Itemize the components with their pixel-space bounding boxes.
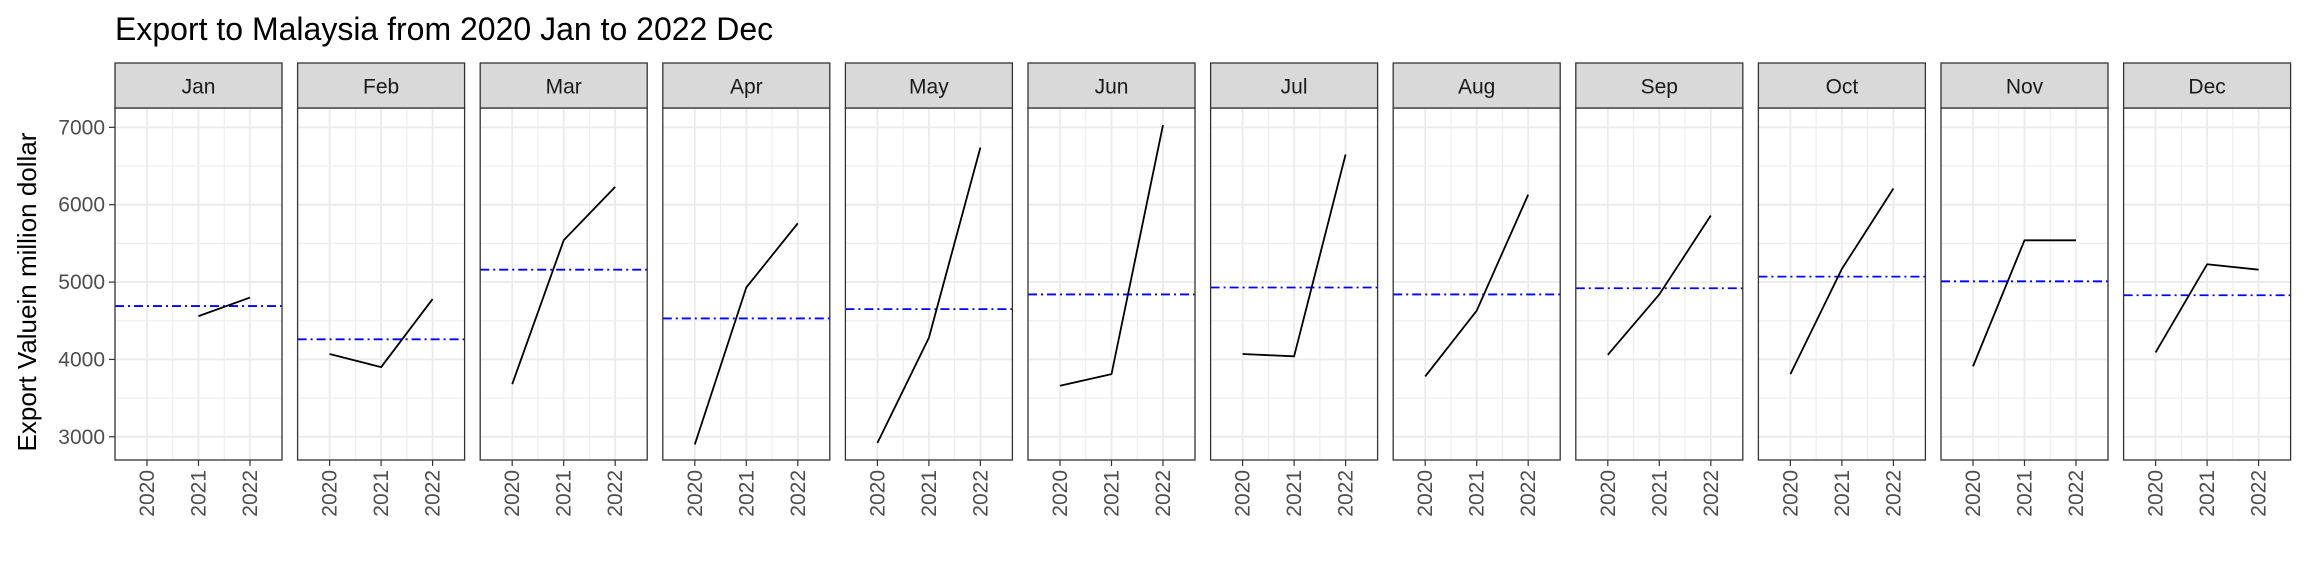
x-tick-label: 2020 <box>1962 470 1985 517</box>
x-tick-label: 2022 <box>969 470 992 517</box>
x-tick-label: 2022 <box>239 470 262 517</box>
x-tick-label: 2021 <box>1101 470 1124 517</box>
facet-panel-feb: Feb 2020 2021 2022 <box>296 62 466 517</box>
facet-panel-jun: Jun 2020 2021 2022 <box>1027 62 1196 517</box>
facet-strip-label: Jan <box>182 76 216 99</box>
facet-strip <box>1027 62 1196 109</box>
x-tick-label: 2022 <box>787 470 810 517</box>
chart-title: Export to Malaysia from 2020 Jan to 2022… <box>115 11 773 47</box>
series-line <box>1789 187 1895 375</box>
x-tick-label: 2021 <box>188 470 211 517</box>
x-tick-label: 2020 <box>501 470 524 517</box>
x-tick-label: 2021 <box>735 470 758 517</box>
x-tick-label: 2022 <box>1335 470 1358 517</box>
x-tick-label: 2022 <box>1517 470 1540 517</box>
facet-strip <box>1575 62 1744 109</box>
y-axis-title: Export Valuein million dollar <box>12 132 42 451</box>
series-line <box>198 296 251 317</box>
x-tick-label: 2022 <box>604 470 627 517</box>
facet-strip <box>662 62 831 109</box>
facet-strip <box>296 62 466 109</box>
facet-strip <box>844 62 1014 109</box>
x-tick-label: 2021 <box>1831 470 1854 517</box>
y-tick-label: 3000 <box>58 426 105 449</box>
facet-strip-label: Nov <box>2006 76 2044 99</box>
y-tick-label: 7000 <box>58 116 105 139</box>
series-line <box>1059 124 1164 387</box>
facet-panel-may: May 2020 2021 2022 <box>844 62 1014 517</box>
facet-strip <box>1209 62 1379 109</box>
facet-strip <box>1940 62 2109 109</box>
y-tick-label: 4000 <box>58 348 105 371</box>
x-tick-label: 2022 <box>422 470 445 517</box>
y-tick-label: 5000 <box>58 271 105 294</box>
facet-panel-aug: Aug 2020 2021 2022 <box>1392 62 1561 517</box>
facet-panel-mar: Mar 2020 2021 2022 <box>479 62 648 517</box>
facet-strip <box>114 62 283 109</box>
series-line <box>876 147 982 444</box>
x-tick-label: 2020 <box>319 470 342 517</box>
x-tick-label: 2020 <box>866 470 889 517</box>
facet-panel-apr: Apr 2020 2021 2022 <box>662 62 831 517</box>
x-tick-label: 2022 <box>1700 470 1723 517</box>
series-line <box>2154 263 2259 353</box>
x-tick-label: 2022 <box>2065 470 2088 517</box>
facet-strip-label: Jun <box>1095 76 1129 99</box>
x-tick-label: 2020 <box>1779 470 1802 517</box>
y-tick-label: 6000 <box>58 194 105 217</box>
facet-panel-sep: Sep 2020 2021 2022 <box>1575 62 1744 517</box>
x-tick-label: 2021 <box>370 470 393 517</box>
facet-panel-nov: Nov 2020 2021 2022 <box>1940 62 2109 517</box>
x-tick-label: 2022 <box>1882 470 1905 517</box>
series-line <box>511 186 616 385</box>
x-tick-label: 2021 <box>2014 470 2037 517</box>
x-tick-label: 2021 <box>1648 470 1671 517</box>
y-axis-ticks: 3000 4000 5000 6000 7000 <box>58 116 115 449</box>
facet-panel-jul: Jul 2020 2021 2022 <box>1209 62 1379 517</box>
x-tick-label: 2020 <box>1232 470 1255 517</box>
series-line <box>1972 239 2076 367</box>
facet-strip-label: Sep <box>1641 76 1678 99</box>
facet-strip-label: Mar <box>546 76 582 99</box>
x-tick-label: 2020 <box>136 470 159 517</box>
facet-strip <box>479 62 648 109</box>
x-tick-label: 2022 <box>2248 470 2271 517</box>
facet-strip <box>1757 62 1927 109</box>
facet-panel-dec: Dec 2020 2021 2022 <box>2122 62 2292 517</box>
facet-panel-oct: Oct 2020 2021 2022 <box>1757 62 1927 517</box>
x-tick-label: 2020 <box>684 470 707 517</box>
facet-panels: Jan 2020 2021 2022 Feb 2020 2021 2022 Mar 2020 202… <box>114 62 2292 517</box>
series-line <box>1607 215 1712 356</box>
facet-strip-label: Dec <box>2188 76 2225 99</box>
x-tick-label: 2022 <box>1152 470 1175 517</box>
facet-strip <box>2122 62 2292 109</box>
series-line <box>1424 194 1530 378</box>
series-line <box>329 298 434 369</box>
x-tick-label: 2021 <box>553 470 576 517</box>
facet-strip-label: Oct <box>1826 76 1859 99</box>
facet-strip-label: Feb <box>363 76 399 99</box>
x-tick-label: 2020 <box>1597 470 1620 517</box>
series-line <box>693 222 799 445</box>
facet-strip-label: May <box>909 76 949 99</box>
facet-strip-label: Aug <box>1458 76 1495 99</box>
x-tick-label: 2021 <box>2196 470 2219 517</box>
x-tick-label: 2021 <box>918 470 941 517</box>
facet-panel-jan: Jan 2020 2021 2022 <box>114 62 283 517</box>
x-tick-label: 2020 <box>2145 470 2168 517</box>
series-line <box>1242 154 1347 358</box>
facet-strip <box>1392 62 1561 109</box>
x-tick-label: 2021 <box>1466 470 1489 517</box>
x-tick-label: 2021 <box>1283 470 1306 517</box>
facet-strip-label: Jul <box>1281 76 1308 99</box>
facet-strip-label: Apr <box>730 76 763 99</box>
x-tick-label: 2020 <box>1414 470 1437 517</box>
x-tick-label: 2020 <box>1049 470 1072 517</box>
